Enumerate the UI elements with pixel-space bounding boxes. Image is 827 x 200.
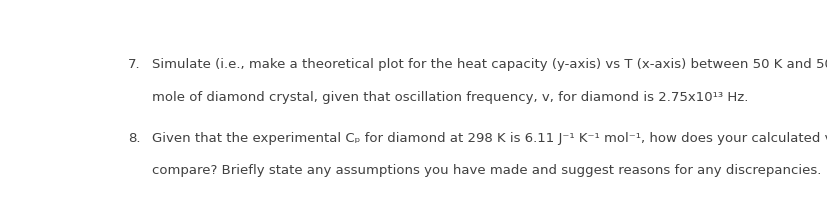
Text: mole of diamond crystal, given that oscillation frequency, v, for diamond is 2.7: mole of diamond crystal, given that osci… (151, 91, 747, 104)
Text: 8.: 8. (127, 132, 141, 145)
Text: Simulate (i.e., make a theoretical plot for the heat capacity (y-axis) vs T (x-a: Simulate (i.e., make a theoretical plot … (151, 58, 827, 71)
Text: Given that the experimental Cₚ for diamond at 298 K is 6.11 J⁻¹ K⁻¹ mol⁻¹, how d: Given that the experimental Cₚ for diamo… (151, 132, 827, 145)
Text: compare? Briefly state any assumptions you have made and suggest reasons for any: compare? Briefly state any assumptions y… (151, 163, 820, 176)
Text: 7.: 7. (127, 58, 141, 71)
